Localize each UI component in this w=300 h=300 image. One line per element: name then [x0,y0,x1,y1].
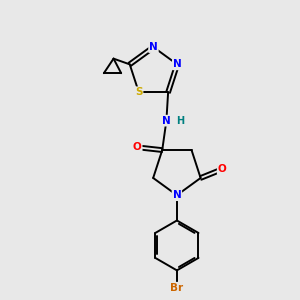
Text: N: N [173,59,182,69]
Text: Br: Br [170,283,184,293]
Text: S: S [135,87,142,97]
Text: N: N [162,116,171,126]
Text: O: O [218,164,226,174]
Text: H: H [176,116,184,126]
Text: N: N [172,190,181,200]
Text: O: O [133,142,142,152]
Text: N: N [149,42,158,52]
